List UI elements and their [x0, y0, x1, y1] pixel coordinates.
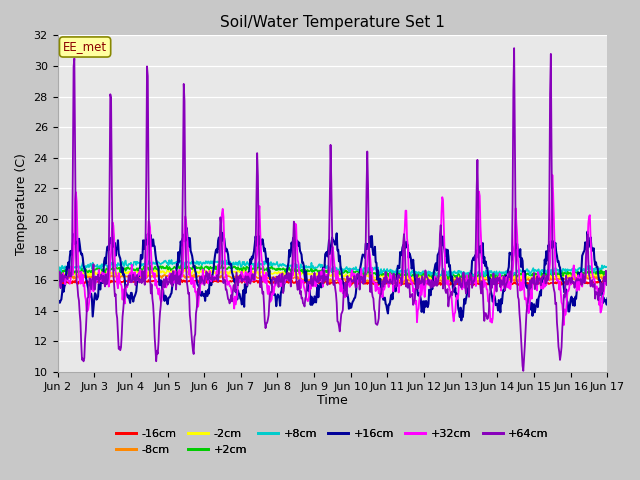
+16cm — [183, 225, 191, 231]
+16cm — [400, 244, 408, 250]
+64cm — [415, 276, 423, 281]
Line: -8cm: -8cm — [58, 274, 607, 284]
+16cm — [176, 251, 184, 256]
+2cm — [445, 276, 452, 282]
+64cm — [120, 295, 128, 300]
-8cm — [417, 278, 425, 284]
+2cm — [218, 263, 226, 268]
+32cm — [415, 297, 423, 303]
-16cm — [176, 279, 184, 285]
+8cm — [431, 275, 439, 281]
-2cm — [206, 267, 214, 273]
+16cm — [54, 298, 61, 303]
-2cm — [63, 272, 71, 278]
+32cm — [604, 278, 611, 284]
+64cm — [176, 282, 184, 288]
+32cm — [399, 270, 407, 276]
+8cm — [205, 260, 213, 265]
+8cm — [400, 270, 408, 276]
Line: +64cm: +64cm — [58, 48, 607, 371]
-16cm — [400, 281, 408, 287]
+32cm — [63, 276, 71, 281]
-2cm — [164, 265, 172, 271]
+2cm — [176, 266, 184, 272]
-16cm — [54, 278, 61, 284]
+32cm — [548, 172, 556, 178]
Line: -2cm: -2cm — [58, 268, 607, 281]
-8cm — [206, 274, 214, 280]
+2cm — [400, 272, 408, 277]
+8cm — [54, 262, 61, 267]
+16cm — [604, 296, 611, 301]
+64cm — [399, 240, 407, 246]
-2cm — [422, 278, 430, 284]
-8cm — [399, 281, 406, 287]
+32cm — [54, 274, 61, 280]
+2cm — [54, 267, 61, 273]
Text: EE_met: EE_met — [63, 40, 107, 53]
+32cm — [560, 322, 568, 328]
X-axis label: Time: Time — [317, 395, 348, 408]
+8cm — [176, 259, 184, 264]
+64cm — [205, 271, 213, 276]
+64cm — [604, 277, 611, 283]
Line: +8cm: +8cm — [58, 260, 607, 278]
+16cm — [120, 272, 128, 277]
-8cm — [401, 277, 408, 283]
-8cm — [176, 274, 184, 280]
+8cm — [63, 263, 71, 269]
-2cm — [416, 272, 424, 277]
-16cm — [403, 283, 411, 288]
+8cm — [120, 263, 128, 269]
-8cm — [120, 274, 128, 280]
+16cm — [416, 293, 424, 299]
+64cm — [520, 368, 527, 374]
-16cm — [417, 280, 425, 286]
-16cm — [203, 277, 211, 283]
-16cm — [604, 278, 611, 284]
-16cm — [206, 278, 214, 284]
+8cm — [416, 272, 424, 277]
+64cm — [54, 276, 61, 281]
+2cm — [205, 267, 213, 273]
+64cm — [510, 45, 518, 51]
-16cm — [63, 279, 71, 285]
Title: Soil/Water Temperature Set 1: Soil/Water Temperature Set 1 — [220, 15, 445, 30]
Line: +16cm: +16cm — [58, 228, 607, 321]
-8cm — [63, 275, 71, 281]
-2cm — [604, 273, 611, 279]
+8cm — [604, 264, 611, 269]
-8cm — [54, 276, 61, 282]
+32cm — [120, 298, 128, 303]
+8cm — [216, 257, 224, 263]
-8cm — [191, 271, 198, 277]
-2cm — [54, 275, 61, 280]
Y-axis label: Temperature (C): Temperature (C) — [15, 153, 28, 254]
Line: +2cm: +2cm — [58, 265, 607, 279]
+64cm — [63, 276, 71, 282]
+2cm — [604, 269, 611, 275]
Line: -16cm: -16cm — [58, 280, 607, 286]
+16cm — [458, 318, 465, 324]
+2cm — [63, 271, 71, 276]
+32cm — [176, 271, 184, 276]
+2cm — [120, 266, 128, 272]
-2cm — [400, 275, 408, 280]
+32cm — [205, 272, 213, 277]
Legend: -16cm, -8cm, -2cm, +2cm, +8cm, +16cm, +32cm, +64cm: -16cm, -8cm, -2cm, +2cm, +8cm, +16cm, +3… — [112, 425, 553, 459]
-16cm — [120, 278, 128, 284]
+2cm — [416, 270, 424, 276]
-2cm — [120, 268, 128, 274]
Line: +32cm: +32cm — [58, 175, 607, 325]
-2cm — [177, 268, 184, 274]
+16cm — [206, 275, 214, 281]
-8cm — [604, 276, 611, 281]
+16cm — [63, 266, 71, 272]
